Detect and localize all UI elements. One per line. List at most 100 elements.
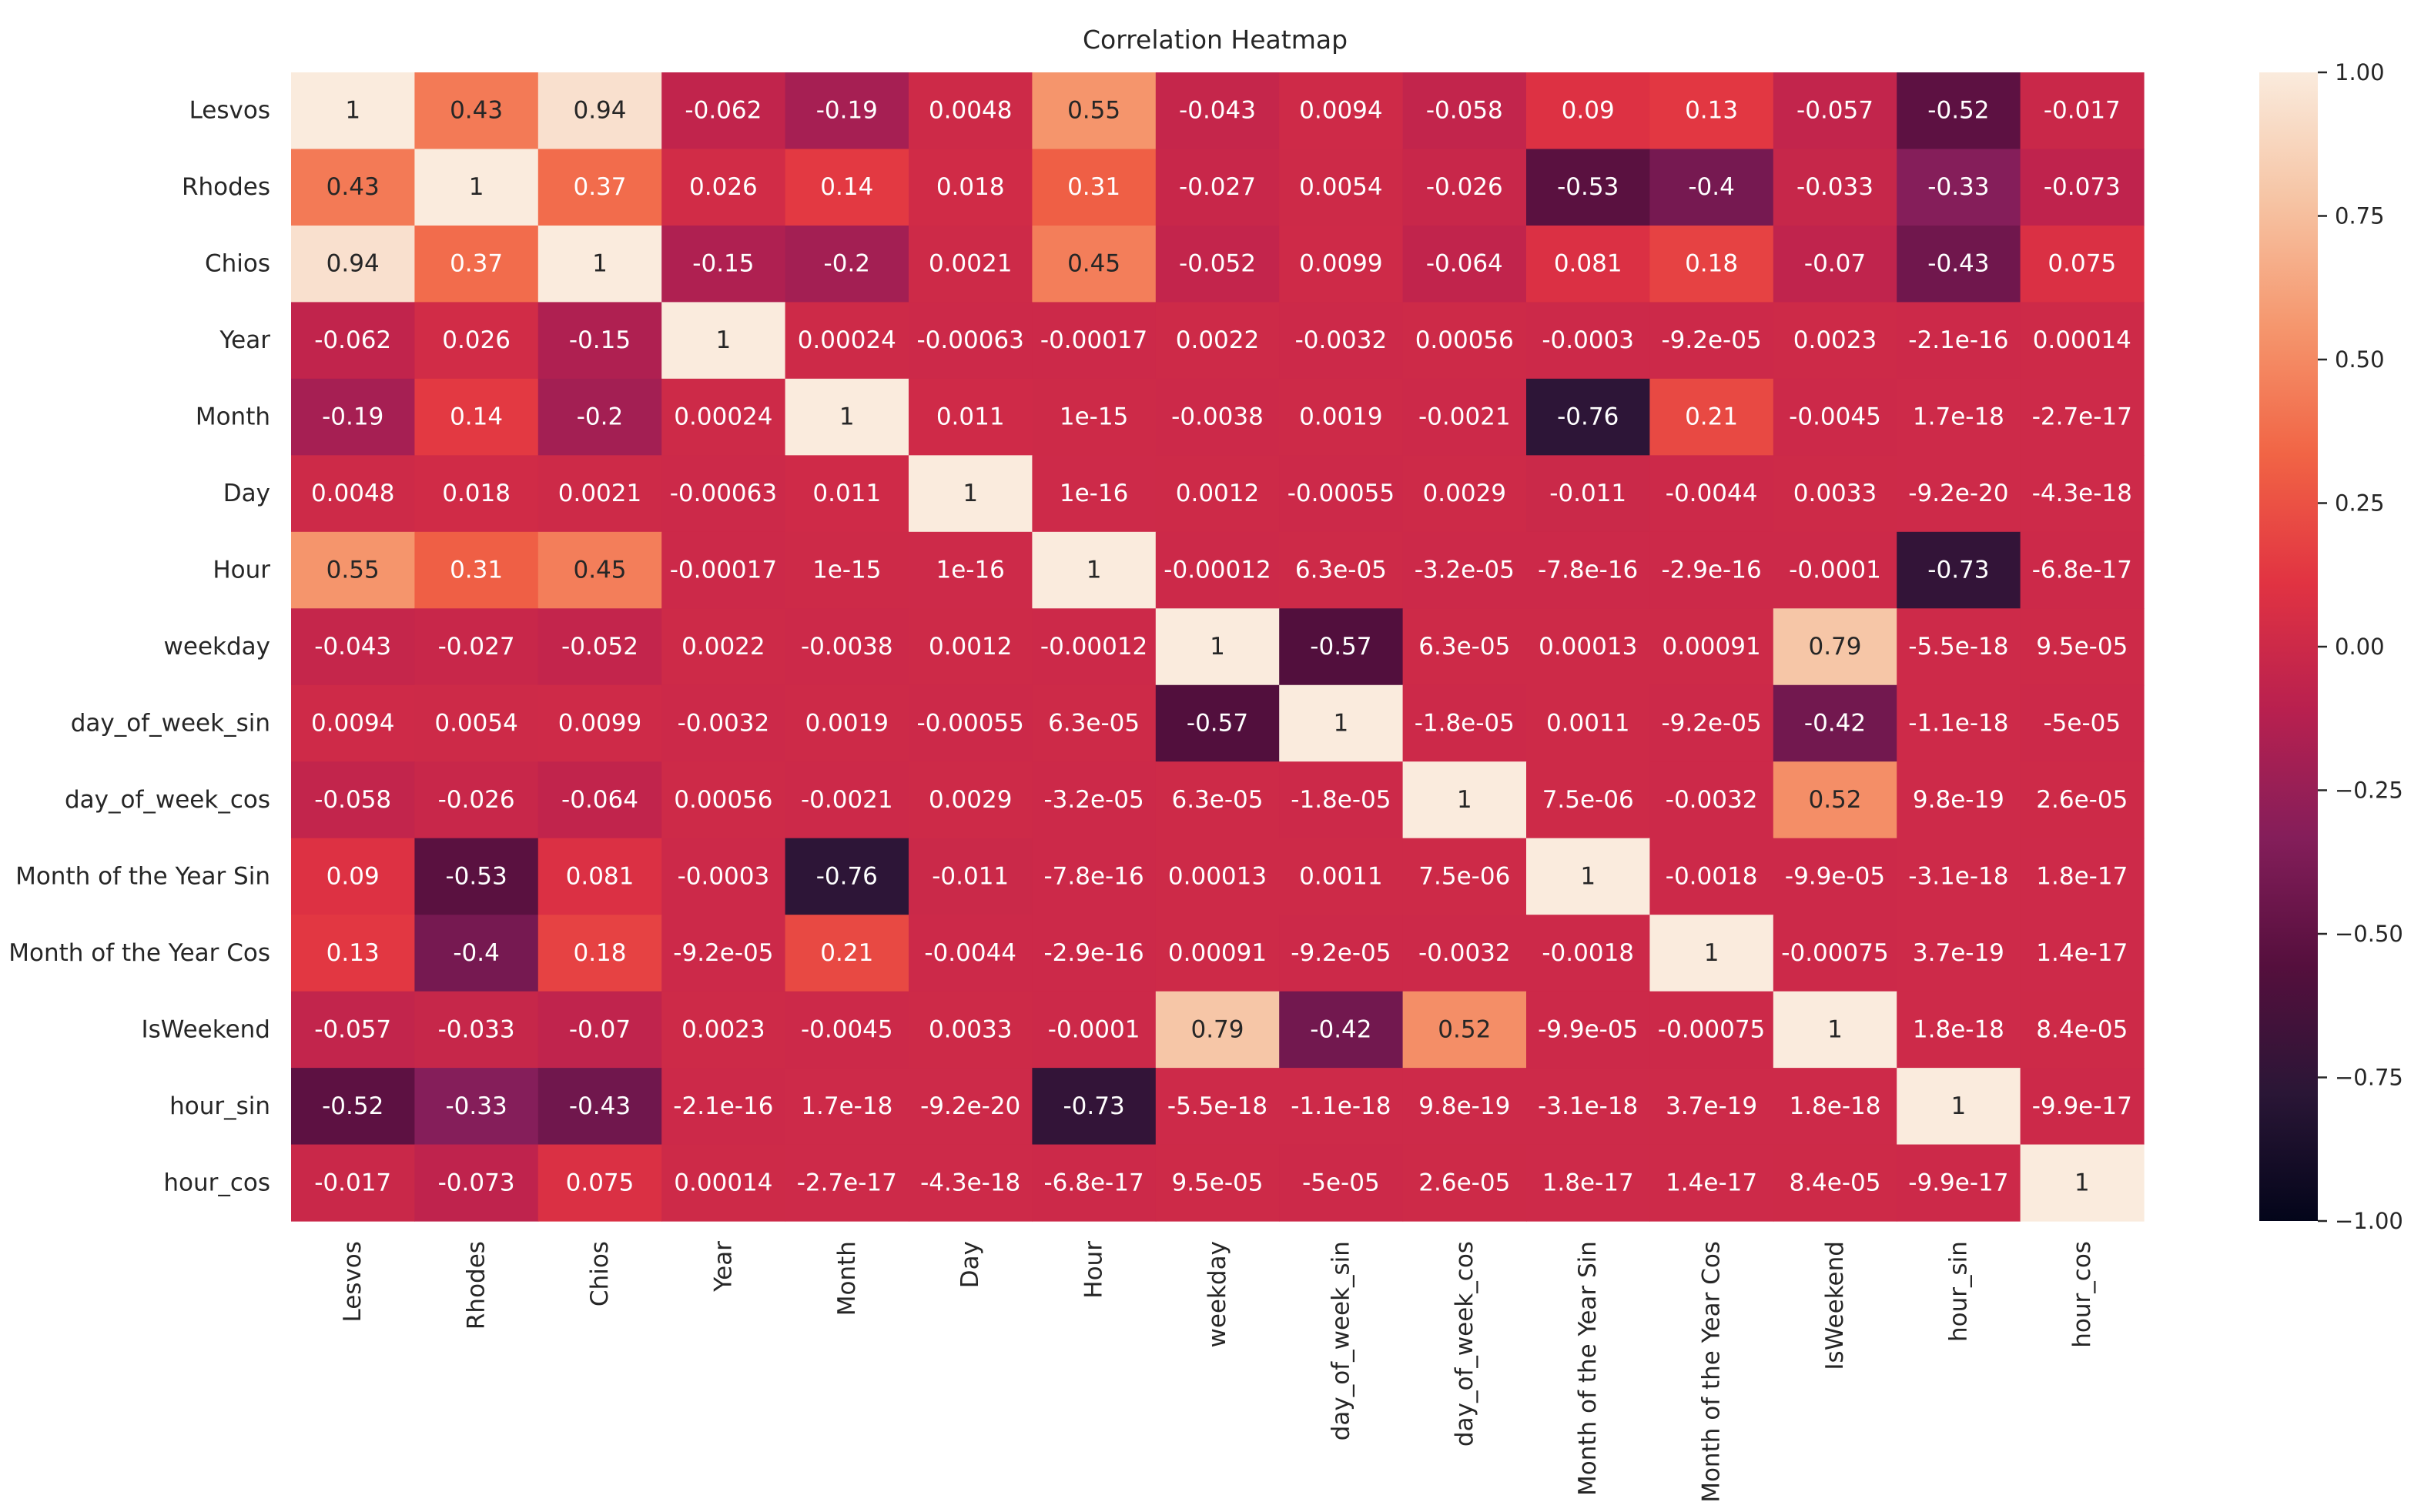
heatmap-cell: [2020, 1144, 2145, 1222]
cell-annotation: -0.026: [1426, 173, 1503, 201]
heatmap-cell: [291, 761, 415, 839]
cell-annotation: 0.18: [573, 939, 626, 967]
cell-annotation: -0.011: [1549, 480, 1626, 507]
heatmap-cell: [537, 455, 662, 533]
colorbar-tick-label: 1.00: [2335, 59, 2385, 85]
cell-annotation: 0.31: [450, 557, 503, 584]
cell-annotation: 0.0012: [1176, 480, 1259, 507]
cell-annotation: -0.0021: [1418, 403, 1511, 431]
cell-annotation: -0.33: [445, 1092, 507, 1120]
cell-annotation: -0.73: [1927, 557, 1989, 584]
cell-annotation: -0.43: [569, 1092, 631, 1120]
cell-annotation: 0.00091: [1662, 633, 1760, 661]
cell-annotation: -0.073: [2044, 173, 2121, 201]
heatmap-cell: [1279, 302, 1404, 380]
cell-annotation: -0.0032: [1295, 326, 1388, 354]
cell-annotation: 0.081: [1554, 250, 1622, 278]
heatmap-cell: [661, 684, 786, 762]
heatmap-cell: [1773, 991, 1897, 1069]
cell-annotation: -0.0018: [1666, 862, 1758, 890]
heatmap-cell: [909, 1144, 1033, 1222]
heatmap-cell: [1402, 225, 1527, 303]
heatmap-cell: [1773, 684, 1897, 762]
heatmap-cell: [414, 302, 539, 380]
heatmap-cell: [1526, 149, 1650, 226]
heatmap-cell: [1032, 302, 1157, 380]
x-tick-month-of-the-year-cos: Month of the Year Cos: [1698, 1241, 1726, 1503]
heatmap-cell: [785, 1144, 909, 1222]
y-tick-lesvos: Lesvos: [189, 97, 270, 125]
cell-annotation: -0.0018: [1542, 939, 1634, 967]
cell-annotation: 0.37: [450, 250, 503, 278]
heatmap-cell: [1279, 1068, 1404, 1146]
heatmap-cell: [661, 72, 786, 150]
cell-annotation: -0.00055: [1287, 480, 1395, 507]
cell-annotation: 7.5e-06: [1542, 786, 1634, 814]
heatmap-cell: [909, 1068, 1033, 1146]
cell-annotation: 6.3e-05: [1048, 710, 1140, 738]
cell-annotation: 1: [1087, 557, 1102, 584]
heatmap-cell: [661, 838, 786, 915]
heatmap-cell: [1897, 225, 2021, 303]
heatmap-cell: [1773, 761, 1897, 839]
cell-annotation: 0.0019: [1299, 403, 1382, 431]
cell-annotation: -0.00012: [1164, 557, 1271, 584]
cell-annotation: -0.00017: [1040, 326, 1147, 354]
heatmap-cell: [1526, 378, 1650, 456]
cell-annotation: 1e-15: [812, 557, 881, 584]
cell-annotation: -0.53: [445, 862, 507, 890]
heatmap-cell: [414, 608, 539, 686]
heatmap-cell: [1649, 684, 1774, 762]
cell-annotation: -0.026: [438, 786, 515, 814]
cell-annotation: -0.027: [438, 633, 515, 661]
cell-annotation: 0.43: [326, 173, 380, 201]
cell-annotation: -0.4: [1688, 173, 1735, 201]
heatmap-cell: [1526, 531, 1650, 609]
heatmap-cell: [1155, 1144, 1280, 1222]
y-tick-weekday: weekday: [164, 633, 270, 661]
cell-annotation: 3.7e-19: [1913, 939, 2004, 967]
colorbar-tick-label: 0.75: [2335, 203, 2385, 229]
heatmap-cell: [291, 915, 415, 992]
cell-annotation: 0.0054: [434, 710, 517, 738]
x-tick-year: Year: [709, 1241, 737, 1293]
cell-annotation: -0.73: [1063, 1092, 1124, 1120]
x-axis-tick-labels: Lesvos Rhodes Chios Year Month Day Hour weekday…: [339, 1241, 2096, 1503]
heatmap-cell: [1649, 225, 1774, 303]
heatmap-cell: [661, 378, 786, 456]
heatmap-cell: [785, 761, 909, 839]
heatmap-cell: [537, 225, 662, 303]
cell-annotation: 1: [1334, 710, 1349, 738]
heatmap-cell: [291, 1068, 415, 1146]
cell-annotation: -0.0044: [924, 939, 1016, 967]
cell-annotation: -0.2: [577, 403, 624, 431]
cell-annotation: 0.45: [573, 557, 626, 584]
cell-annotation: 1.7e-18: [1913, 403, 2004, 431]
cell-annotation: -0.76: [1557, 403, 1619, 431]
cell-annotation: -2.9e-16: [1043, 939, 1144, 967]
cell-annotation: 0.21: [820, 939, 873, 967]
cell-annotation: 0.0011: [1299, 862, 1382, 890]
cell-annotation: -0.15: [692, 250, 754, 278]
cell-annotation: 0.0022: [681, 633, 765, 661]
heatmap-cell: [414, 72, 539, 150]
cell-annotation: 0.00014: [2033, 326, 2131, 354]
heatmap-cell: [785, 608, 909, 686]
cell-annotation: 0.00091: [1168, 939, 1267, 967]
cell-annotation: 1: [1704, 939, 1719, 967]
heatmap-cell: [1526, 1144, 1650, 1222]
heatmap-cell: [1155, 225, 1280, 303]
colorbar-tick-label: −1.00: [2335, 1208, 2403, 1234]
cell-annotation: 1: [1457, 786, 1472, 814]
y-tick-hour-cos: hour_cos: [163, 1169, 270, 1196]
x-tick-chios: Chios: [586, 1241, 614, 1306]
cell-annotation: -2.1e-16: [1908, 326, 2008, 354]
cell-annotation: 8.4e-05: [1789, 1169, 1880, 1196]
cell-annotation: -5.5e-18: [1167, 1092, 1267, 1120]
cell-annotation: -7.8e-16: [1538, 557, 1638, 584]
heatmap-cell: [785, 378, 909, 456]
cell-annotation: 0.0048: [929, 97, 1012, 125]
heatmap-cell: [1279, 225, 1404, 303]
y-tick-isweekend: IsWeekend: [141, 1015, 270, 1043]
y-tick-day-of-week-cos: day_of_week_cos: [65, 786, 270, 814]
